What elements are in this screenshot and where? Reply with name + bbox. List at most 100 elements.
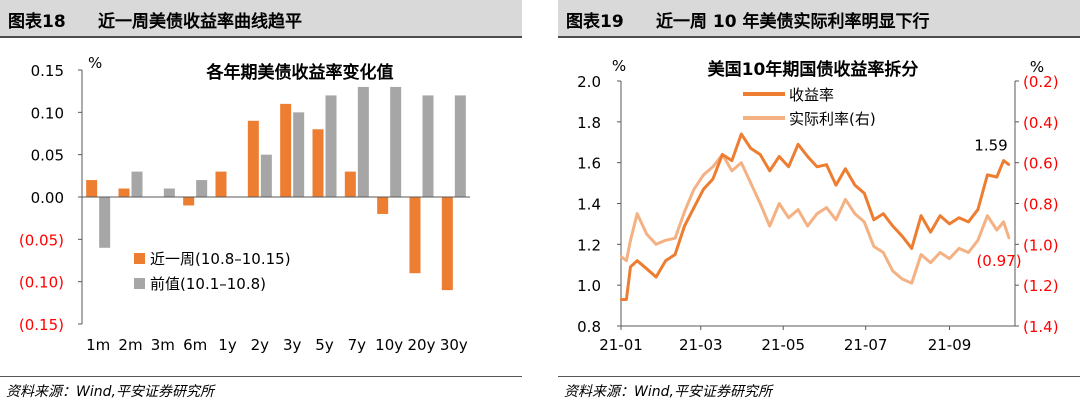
x-tick-label: 7y	[348, 336, 367, 354]
bar-prior-week-5y	[325, 95, 337, 197]
data-point-yield	[957, 216, 961, 219]
data-point-real-rate	[815, 212, 819, 215]
left-y-tick-label: 1.0	[577, 277, 601, 295]
data-point-real-rate	[976, 239, 980, 242]
y-tick-label: (0.05)	[19, 231, 64, 249]
data-point-yield	[967, 220, 970, 224]
bar-prior-week-1m	[99, 197, 111, 248]
data-point-real-rate	[834, 218, 838, 221]
legend-label: 实际利率(右)	[789, 110, 876, 128]
left-y-tick-label: 1.8	[577, 114, 601, 132]
left-y-tick-label: 1.6	[577, 155, 601, 173]
left-y-tick-label: 0.8	[577, 318, 601, 336]
y-tick-label: 0.15	[31, 62, 64, 80]
bar-recent-week-1m	[86, 180, 98, 197]
chart-panel-yield-decomposition: 图表19 近一周 10 年美债实际利率明显下行 2.0 1.8 1.6 1.4 1.2 1…	[558, 0, 1080, 409]
chart-panel-yield-change: 图表18 近一周美债收益率曲线趋平 0.15 0.10 0.05 0.00 (0.05)…	[0, 0, 522, 409]
data-point-real-rate	[882, 251, 885, 254]
x-tick-label: 3m	[151, 336, 175, 354]
x-tick-label: 30y	[440, 336, 468, 354]
data-point-yield	[683, 224, 686, 228]
x-tick-label: 21-05	[761, 336, 805, 354]
bar-recent-week-5y	[312, 129, 324, 197]
data-point-real-rate	[1007, 237, 1011, 240]
data-point-real-rate	[919, 253, 923, 256]
left-y-tick-label: 1.4	[577, 196, 601, 214]
data-point-real-rate	[806, 224, 809, 228]
bar-chart: 0.15 0.10 0.05 0.00 (0.05) (0.10) (0.15)% 各年期美债…	[19, 54, 470, 354]
left-unit-label: %	[612, 57, 626, 75]
data-point-yield	[759, 153, 762, 156]
source-note: 资料来源：Wind,平安证券研究所	[564, 384, 772, 400]
data-point-real-rate	[796, 208, 800, 211]
end-label-yield: 1.59	[974, 137, 1007, 155]
right-y-tick-label: (0.6)	[1023, 155, 1059, 173]
left-y-tick-label: 2.0	[577, 73, 601, 91]
bar-recent-week-7y	[344, 171, 356, 197]
data-point-yield	[882, 212, 885, 215]
legend-label: 前值(10.1–10.8)	[150, 275, 266, 293]
data-point-real-rate	[759, 202, 762, 205]
legend-swatch	[134, 278, 145, 289]
data-point-real-rate	[625, 259, 628, 262]
data-point-yield	[986, 173, 989, 177]
data-point-yield	[629, 265, 632, 268]
data-point-real-rate	[636, 212, 639, 215]
bar-recent-week-1y	[215, 171, 227, 197]
figure-title: 近一周 10 年美债实际利率明显下行	[656, 12, 930, 32]
data-point-yield	[834, 183, 838, 187]
data-point-yield	[853, 183, 857, 187]
data-point-yield	[891, 224, 894, 228]
data-point-real-rate	[948, 257, 951, 260]
x-tick-label: 1m	[86, 336, 110, 354]
bar-prior-week-2y	[260, 154, 272, 197]
y-unit-label: %	[88, 54, 102, 72]
figure-number: 图表18	[8, 12, 66, 32]
right-y-tick-label: (0.8)	[1023, 196, 1059, 214]
y-tick-label: (0.10)	[19, 274, 64, 292]
data-point-yield	[711, 177, 715, 181]
data-point-yield	[995, 175, 998, 179]
data-point-real-rate	[629, 239, 632, 242]
data-point-real-rate	[702, 173, 705, 177]
data-point-real-rate	[619, 255, 623, 258]
right-y-tick-label: (1.0)	[1023, 236, 1059, 254]
x-tick-label: 2y	[251, 336, 270, 354]
line-chart: 2.0 1.8 1.6 1.4 1.2 1.0 0.8 (0.2) (0.4) (0.6) (0.8…	[577, 57, 1059, 354]
bar-prior-week-20y	[422, 95, 434, 197]
data-point-real-rate	[711, 165, 715, 168]
data-point-yield	[872, 218, 875, 221]
bar-prior-week-10y	[390, 86, 402, 197]
data-point-yield	[749, 147, 752, 150]
end-label-real-rate: (0.97)	[976, 252, 1021, 270]
y-tick-label: (0.15)	[19, 316, 64, 334]
right-y-tick-label: (1.4)	[1023, 318, 1059, 336]
left-y-tick-label: 1.2	[577, 236, 601, 254]
y-tick-label: 0.05	[31, 147, 64, 165]
data-point-real-rate	[910, 281, 913, 285]
data-point-real-rate	[957, 247, 961, 250]
data-point-yield	[702, 188, 705, 191]
data-point-yield	[901, 235, 904, 238]
data-point-yield	[796, 143, 800, 146]
data-point-yield	[844, 167, 847, 170]
x-tick-label: 21-01	[599, 336, 643, 354]
data-point-yield	[625, 298, 628, 301]
right-y-tick-label: (0.4)	[1023, 114, 1059, 132]
data-point-yield	[919, 214, 923, 217]
data-point-yield	[948, 222, 951, 226]
data-point-real-rate	[645, 232, 648, 236]
data-point-yield	[815, 165, 819, 168]
data-point-yield	[976, 208, 980, 211]
figure-title: 近一周美债收益率曲线趋平	[98, 12, 302, 32]
data-point-yield	[1007, 163, 1011, 166]
data-point-yield	[645, 267, 648, 270]
bar-recent-week-3y	[280, 103, 292, 197]
right-unit-label: %	[1030, 58, 1044, 76]
data-point-yield	[673, 253, 677, 256]
source-divider	[558, 376, 1080, 377]
data-point-yield	[1002, 159, 1005, 162]
data-point-real-rate	[825, 206, 828, 209]
data-point-real-rate	[929, 261, 932, 264]
data-point-real-rate	[768, 224, 771, 228]
